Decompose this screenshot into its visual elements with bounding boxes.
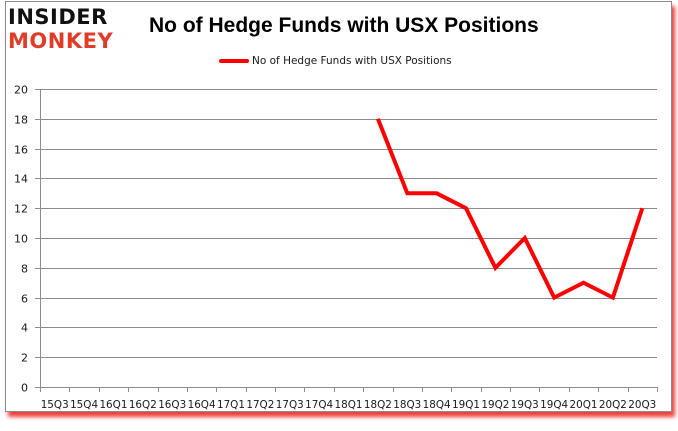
x-tick-label: 16Q4 <box>188 399 216 411</box>
x-tick-label: 16Q3 <box>158 399 186 411</box>
x-tick-label: 15Q4 <box>70 399 98 411</box>
y-tick-label: 10 <box>14 233 28 246</box>
x-tick-label: 19Q1 <box>452 399 480 411</box>
y-tick-label: 2 <box>21 352 28 365</box>
logo-line-1: INSIDER <box>8 5 108 29</box>
x-tick-label: 16Q1 <box>99 399 127 411</box>
y-tick-label: 20 <box>14 84 28 97</box>
chart-title: No of Hedge Funds with USX Positions <box>149 14 539 37</box>
x-tick-label: 19Q4 <box>540 399 568 411</box>
x-tick-label: 20Q2 <box>599 399 627 411</box>
y-tick-label: 18 <box>14 114 28 127</box>
x-tick-label: 15Q3 <box>41 399 69 411</box>
legend-line-swatch <box>219 59 249 63</box>
y-tick-label: 4 <box>21 322 28 335</box>
chart-frame <box>5 1 672 412</box>
logo-line-2: MONKEY <box>8 29 114 53</box>
y-tick-label: 8 <box>21 263 28 276</box>
y-tick-label: 12 <box>14 203 28 216</box>
x-tick-label: 16Q2 <box>129 399 157 411</box>
x-tick-label: 17Q2 <box>246 399 274 411</box>
y-tick-label: 16 <box>14 144 28 157</box>
x-tick-label: 18Q2 <box>364 399 392 411</box>
y-tick-label: 6 <box>21 293 28 306</box>
x-tick-label: 19Q3 <box>511 399 539 411</box>
y-tick-label: 0 <box>21 382 28 395</box>
insider-monkey-logo: INSIDER MONKEY <box>8 6 126 54</box>
x-tick-label: 18Q1 <box>335 399 363 411</box>
x-tick-label: 17Q4 <box>305 399 333 411</box>
x-tick-label: 20Q3 <box>628 399 656 411</box>
chart-legend: No of Hedge Funds with USX Positions <box>219 53 452 69</box>
x-tick-label: 18Q4 <box>423 399 451 411</box>
x-tick-label: 17Q3 <box>276 399 304 411</box>
x-tick-label: 19Q2 <box>481 399 509 411</box>
y-tick-label: 14 <box>14 173 28 186</box>
x-tick-label: 18Q3 <box>393 399 421 411</box>
x-tick-label: 20Q1 <box>570 399 598 411</box>
data-series-line <box>376 118 645 301</box>
x-tick-label: 17Q1 <box>217 399 245 411</box>
legend-label: No of Hedge Funds with USX Positions <box>252 55 452 67</box>
